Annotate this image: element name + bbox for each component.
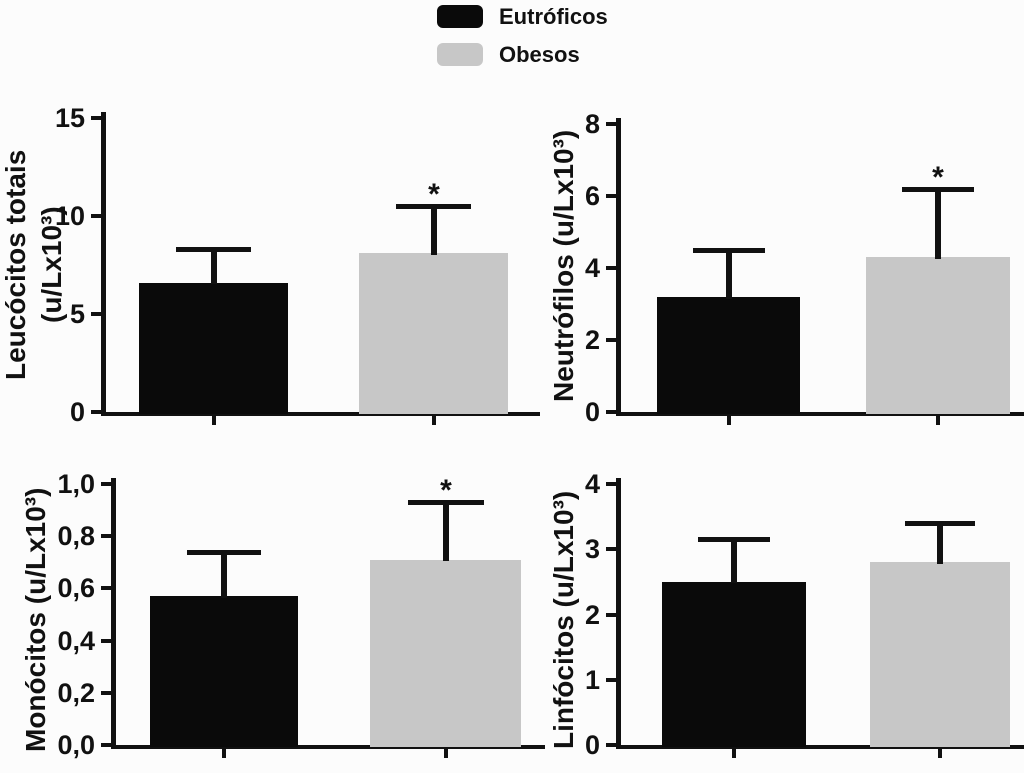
error-bar-cap bbox=[905, 521, 975, 526]
y-tick bbox=[101, 482, 113, 486]
legend-label-obesos: Obesos bbox=[499, 41, 580, 67]
y-tick-label: 0 bbox=[69, 397, 85, 427]
y-axis bbox=[616, 478, 621, 749]
y-tick bbox=[606, 482, 618, 486]
y-tick bbox=[606, 613, 618, 617]
y-tick bbox=[606, 547, 618, 551]
y-tick-label: 0,6 bbox=[57, 573, 95, 603]
y-tick bbox=[101, 691, 113, 695]
bar-obesos bbox=[359, 253, 508, 414]
legend-label-eutroficos: Eutróficos bbox=[499, 3, 608, 29]
error-bar-line bbox=[211, 249, 217, 284]
y-tick bbox=[606, 194, 618, 198]
error-bar-cap bbox=[902, 187, 974, 192]
x-tick bbox=[444, 749, 448, 758]
y-axis-label: Linfócitos (u/Lx10³) bbox=[548, 490, 579, 750]
y-tick-label: 3 bbox=[584, 534, 600, 564]
x-axis bbox=[111, 745, 545, 749]
bar-obesos bbox=[370, 560, 521, 747]
bar-obesos bbox=[870, 562, 1010, 747]
error-bar-cap bbox=[176, 247, 251, 252]
y-tick-label: 8 bbox=[584, 109, 600, 139]
y-tick bbox=[91, 410, 103, 414]
error-bar-cap bbox=[396, 204, 471, 209]
error-bar-line bbox=[731, 539, 737, 583]
y-tick-label: 2 bbox=[584, 325, 600, 355]
legend: Eutróficos Obesos bbox=[437, 3, 608, 81]
y-tick-label: 0,4 bbox=[57, 626, 95, 656]
error-bar-cap bbox=[693, 248, 765, 253]
y-tick bbox=[606, 266, 618, 270]
error-bar-line bbox=[726, 250, 732, 299]
error-bar-cap bbox=[698, 537, 770, 542]
x-axis bbox=[101, 412, 540, 416]
y-axis bbox=[111, 478, 116, 749]
y-tick bbox=[606, 122, 618, 126]
y-tick-label: 2 bbox=[584, 600, 600, 630]
y-tick bbox=[606, 410, 618, 414]
x-tick bbox=[938, 749, 942, 758]
y-tick-label: 0,2 bbox=[57, 678, 95, 708]
y-tick-label: 10 bbox=[54, 201, 85, 231]
bar-eutróficos bbox=[139, 283, 288, 414]
y-tick-label: 5 bbox=[69, 299, 85, 329]
y-tick bbox=[101, 586, 113, 590]
y-tick bbox=[91, 312, 103, 316]
error-bar-line bbox=[935, 189, 941, 259]
y-tick-label: 4 bbox=[584, 469, 600, 499]
y-tick-label: 0 bbox=[584, 397, 600, 427]
legend-item-eutroficos: Eutróficos bbox=[437, 3, 608, 29]
error-bar-line bbox=[431, 206, 437, 255]
legend-item-obesos: Obesos bbox=[437, 41, 608, 67]
y-tick-label: 4 bbox=[584, 253, 600, 283]
bar-eutróficos bbox=[150, 596, 298, 747]
y-tick bbox=[606, 743, 618, 747]
y-tick bbox=[91, 116, 103, 120]
error-bar-line bbox=[221, 552, 227, 598]
y-tick-label: 0,8 bbox=[57, 521, 95, 551]
x-tick bbox=[432, 416, 436, 425]
error-bar-line bbox=[937, 523, 943, 564]
legend-swatch-eutroficos bbox=[437, 5, 483, 28]
y-tick bbox=[606, 678, 618, 682]
error-bar-cap bbox=[187, 550, 261, 555]
legend-swatch-obesos bbox=[437, 43, 483, 66]
x-axis bbox=[616, 745, 1024, 749]
error-bar-cap bbox=[408, 500, 484, 505]
y-tick-label: 0,0 bbox=[57, 730, 95, 760]
error-bar-line bbox=[443, 502, 449, 561]
y-tick bbox=[101, 534, 113, 538]
x-tick bbox=[212, 416, 216, 425]
bar-obesos bbox=[866, 257, 1010, 414]
y-axis bbox=[616, 118, 621, 416]
y-tick-label: 1,0 bbox=[57, 469, 95, 499]
y-tick-label: 0 bbox=[584, 730, 600, 760]
significance-asterisk: * bbox=[440, 474, 452, 507]
y-tick bbox=[101, 743, 113, 747]
y-axis bbox=[101, 112, 106, 416]
significance-asterisk: * bbox=[932, 161, 944, 194]
y-tick-label: 1 bbox=[584, 665, 600, 695]
y-tick bbox=[91, 214, 103, 218]
bar-eutróficos bbox=[657, 297, 800, 414]
x-tick bbox=[732, 749, 736, 758]
y-tick bbox=[101, 639, 113, 643]
y-tick bbox=[606, 338, 618, 342]
bar-eutróficos bbox=[662, 582, 806, 747]
x-tick bbox=[222, 749, 226, 758]
x-axis bbox=[616, 412, 1024, 416]
significance-asterisk: * bbox=[428, 178, 440, 211]
x-tick bbox=[727, 416, 731, 425]
y-tick-label: 15 bbox=[54, 103, 85, 133]
x-tick bbox=[936, 416, 940, 425]
y-tick-label: 6 bbox=[584, 181, 600, 211]
